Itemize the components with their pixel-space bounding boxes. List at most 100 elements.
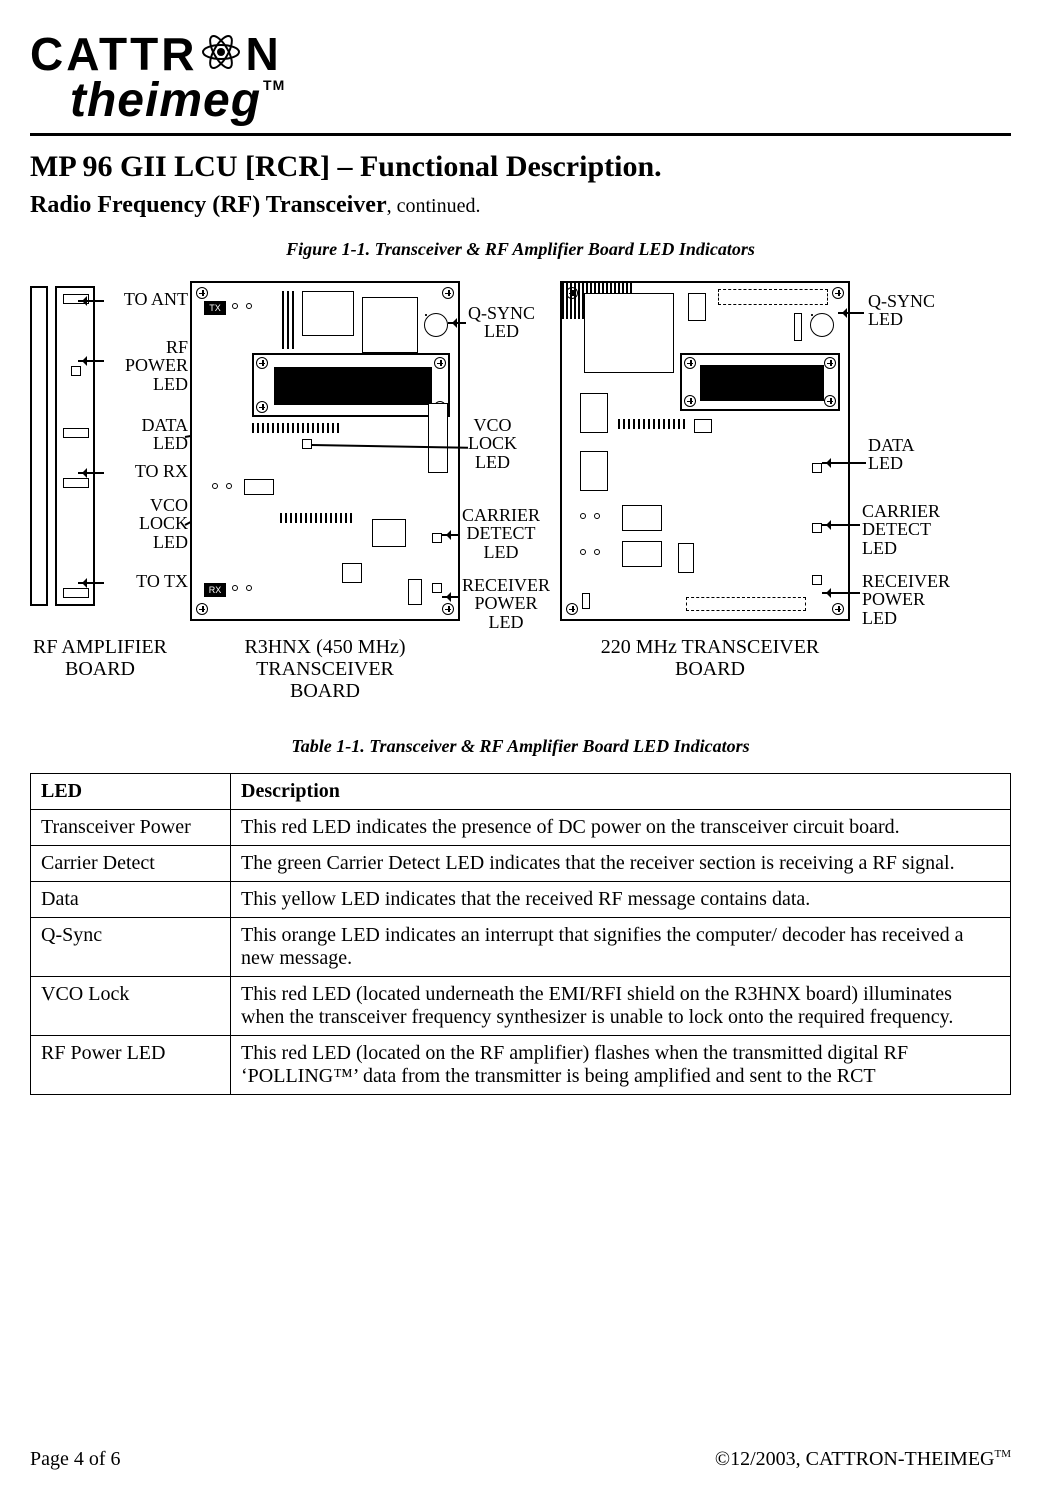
screw-icon [434, 357, 446, 369]
label-vco-lock-left: VCOLOCKLED [106, 496, 188, 553]
arrow-to-tx [78, 582, 104, 584]
screw-icon [832, 287, 844, 299]
screw-icon [442, 287, 454, 299]
emi-shield [252, 353, 450, 417]
amp-conn-rx [63, 478, 89, 488]
cell-led: Data [31, 881, 231, 917]
ic-chip [244, 479, 274, 495]
logo-text-theimeg: theimeg [70, 74, 261, 127]
footer-page-number: Page 4 of 6 [30, 1448, 121, 1471]
arrow-carrier-detect-right [822, 524, 860, 526]
rx-badge: RX [204, 583, 226, 597]
pad [212, 483, 218, 489]
ic-chip [694, 419, 712, 433]
arrow-receiver-power-mid [442, 596, 460, 598]
figure-caption: Figure 1-1. Transceiver & RF Amplifier B… [30, 239, 1011, 260]
cell-desc: This orange LED indicates an interrupt t… [231, 917, 1011, 976]
label-rf-power-led: RFPOWERLED [106, 338, 188, 395]
logo-tm: TM [263, 77, 285, 93]
pad [594, 549, 600, 555]
label-qsync-right: Q-SYNCLED [868, 292, 935, 330]
screw-icon [566, 603, 578, 615]
lcd-display [700, 365, 824, 401]
logo-text-cattr: CATTR [30, 34, 197, 75]
logo-line-1: CATTR N [30, 30, 1011, 79]
qsync-led-220 [810, 313, 834, 337]
table-row: Data This yellow LED indicates that the … [31, 881, 1011, 917]
connector-stripes [280, 513, 352, 523]
tx-badge: TX [204, 301, 226, 315]
pad [580, 513, 586, 519]
pad [594, 513, 600, 519]
connector-stripes [618, 419, 688, 429]
cell-desc: This red LED indicates the presence of D… [231, 809, 1011, 845]
arrow-to-ant [78, 300, 104, 302]
label-qsync-mid: Q-SYNCLED [468, 304, 535, 342]
qsync-led-r3hnx [424, 313, 448, 337]
screw-icon [256, 401, 268, 413]
screw-icon [684, 357, 696, 369]
ic-chip [428, 403, 448, 473]
page-title: MP 96 GII LCU [RCR] – Functional Descrip… [30, 150, 1011, 184]
label-to-tx: TO TX [106, 572, 188, 591]
table-header-row: LED Description [31, 773, 1011, 809]
label-data-led-right: DATALED [868, 436, 915, 474]
label-receiver-power-right: RECEIVERPOWERLED [862, 572, 950, 629]
brand-logo: CATTR N theimegTM [30, 30, 1011, 123]
label-to-ant: TO ANT [106, 290, 188, 309]
atom-icon [199, 30, 243, 79]
logo-line-2: theimegTM [70, 79, 1011, 122]
screw-icon [196, 287, 208, 299]
cell-desc: This red LED (located underneath the EMI… [231, 976, 1011, 1035]
arrow-rf-power-led [78, 360, 104, 362]
ic-chip [580, 393, 608, 433]
arrow-data-led-right [822, 462, 866, 464]
screw-icon [442, 603, 454, 615]
ic-chip [372, 519, 406, 547]
screw-icon [824, 357, 836, 369]
ic-chip [688, 293, 706, 321]
col-description: Description [231, 773, 1011, 809]
table-row: Q-Sync This orange LED indicates an inte… [31, 917, 1011, 976]
pad [246, 585, 252, 591]
screw-icon [832, 603, 844, 615]
label-vco-lock-mid: VCOLOCKLED [468, 416, 517, 473]
arrow-carrier-detect-mid [442, 534, 460, 536]
ic-chip [794, 313, 802, 341]
title-220mhz-board: 220 MHz TRANSCEIVERBOARD [570, 636, 850, 680]
footer-copyright-text: ©12/2003, CATTRON-THEIMEG [715, 1448, 995, 1470]
footer-tm: TM [995, 1448, 1012, 1460]
label-data-led-left: DATALED [106, 416, 188, 454]
screw-icon [824, 395, 836, 407]
ic-chip [584, 293, 674, 373]
pad [232, 585, 238, 591]
header-connector [686, 597, 806, 611]
footer-copyright: ©12/2003, CATTRON-THEIMEGTM [715, 1448, 1011, 1471]
led-table: LED Description Transceiver Power This r… [30, 773, 1011, 1095]
ic-chip [362, 297, 418, 353]
vco-lock-led-r3hnx [302, 439, 312, 449]
emi-shield [680, 353, 840, 411]
amp-conn-tx [63, 588, 89, 598]
screw-icon [256, 357, 268, 369]
label-receiver-power-mid: RECEIVERPOWERLED [462, 576, 550, 633]
screw-icon [684, 395, 696, 407]
label-carrier-detect-right: CARRIERDETECTLED [862, 502, 940, 559]
title-rf-amplifier-board: RF AMPLIFIERBOARD [20, 636, 180, 680]
table-row: RF Power LED This red LED (located on th… [31, 1035, 1011, 1094]
page-subtitle: Radio Frequency (RF) Transceiver, contin… [30, 192, 1011, 219]
ic-chip [342, 563, 362, 583]
amp-conn-mid [63, 428, 89, 438]
pad [232, 303, 238, 309]
col-led: LED [31, 773, 231, 809]
arrow-qsync-right [838, 312, 864, 314]
ic-chip [622, 541, 662, 567]
cell-led: Transceiver Power [31, 809, 231, 845]
arrow-qsync-mid [448, 322, 466, 324]
cell-led: Q-Sync [31, 917, 231, 976]
ic-chip [622, 505, 662, 531]
ic-chip [678, 543, 694, 573]
r3hnx-board: TX [190, 281, 460, 621]
label-to-rx: TO RX [106, 462, 188, 481]
receiver-power-led-220 [812, 575, 822, 585]
